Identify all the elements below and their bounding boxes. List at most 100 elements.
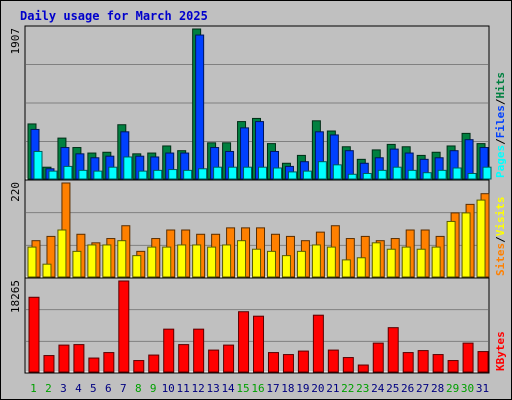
bar-kbytes-day-25 bbox=[387, 327, 399, 373]
x-tick-label-17: 17 bbox=[266, 382, 279, 395]
bar-sites-day-30 bbox=[461, 212, 471, 278]
chart-panels: 1907Pages/Files/Hits220Sites/Visits18265… bbox=[9, 25, 507, 374]
bar-sites-day-13 bbox=[207, 246, 217, 278]
legend-pages-files-hits: Pages/Files/Hits bbox=[494, 72, 507, 178]
bar-pages-day-2 bbox=[48, 170, 58, 180]
bar-sites-day-2 bbox=[42, 263, 52, 278]
bar-sites-day-7 bbox=[117, 240, 127, 278]
x-tick-label-16: 16 bbox=[251, 382, 264, 395]
x-tick-label-30: 30 bbox=[461, 382, 474, 395]
bar-sites-day-22 bbox=[341, 259, 351, 278]
bar-kbytes-day-31 bbox=[477, 351, 489, 373]
bar-pages-day-6 bbox=[108, 166, 118, 180]
x-tick-label-6: 6 bbox=[105, 382, 112, 395]
x-axis-labels: 1 2 3 4 5 6 7 8 9 10 11 12 13 14 15 16 17 18 19 20 21 22 23 24 2… bbox=[30, 382, 489, 395]
y-max-label: 220 bbox=[9, 182, 22, 202]
bar-pages-day-28 bbox=[437, 169, 447, 180]
bar-sites-day-23 bbox=[356, 257, 366, 278]
bar-kbytes-day-23 bbox=[357, 364, 369, 373]
bar-files-day-12 bbox=[195, 34, 205, 180]
bar-kbytes-day-10 bbox=[163, 328, 175, 373]
bar-pages-day-29 bbox=[452, 167, 462, 180]
bar-kbytes-day-29 bbox=[447, 360, 459, 373]
bar-sites-day-10 bbox=[162, 246, 172, 278]
x-tick-label-18: 18 bbox=[281, 382, 294, 395]
bar-kbytes-day-3 bbox=[58, 344, 70, 373]
bar-pages-day-3 bbox=[63, 165, 73, 180]
bar-pages-day-23 bbox=[362, 172, 372, 180]
bar-pages-day-24 bbox=[377, 169, 387, 180]
bar-kbytes-day-28 bbox=[432, 354, 444, 373]
legend-entry: / bbox=[494, 98, 507, 105]
bar-pages-day-18 bbox=[287, 171, 297, 180]
legend-entry: Pages bbox=[494, 145, 507, 178]
bar-sites-day-8 bbox=[132, 255, 142, 278]
bar-sites-day-14 bbox=[222, 244, 232, 278]
bar-pages-day-7 bbox=[123, 156, 133, 180]
y-max-label: 18265 bbox=[9, 280, 22, 313]
bar-kbytes-day-8 bbox=[133, 360, 145, 373]
x-tick-label-5: 5 bbox=[90, 382, 97, 395]
x-tick-label-24: 24 bbox=[371, 382, 385, 395]
bar-kbytes-day-30 bbox=[462, 342, 474, 373]
x-tick-label-3: 3 bbox=[60, 382, 67, 395]
x-tick-label-10: 10 bbox=[162, 382, 175, 395]
x-tick-label-27: 27 bbox=[416, 382, 429, 395]
bar-pages-day-31 bbox=[482, 166, 492, 180]
bar-kbytes-day-19 bbox=[297, 350, 309, 373]
bar-kbytes-day-6 bbox=[103, 352, 115, 373]
bar-pages-day-14 bbox=[228, 166, 238, 180]
bar-pages-day-20 bbox=[317, 161, 327, 180]
x-tick-label-14: 14 bbox=[221, 382, 235, 395]
bar-kbytes-day-5 bbox=[88, 357, 100, 373]
y-max-label: 1907 bbox=[9, 28, 22, 55]
bar-kbytes-day-22 bbox=[342, 357, 354, 373]
bar-sites-day-4 bbox=[72, 250, 82, 278]
legend-entry: / bbox=[494, 236, 507, 243]
legend-entry: KBytes bbox=[494, 331, 507, 371]
x-tick-label-2: 2 bbox=[45, 382, 52, 395]
bar-sites-day-15 bbox=[237, 240, 247, 278]
bar-kbytes-day-20 bbox=[312, 314, 324, 373]
x-tick-label-26: 26 bbox=[401, 382, 414, 395]
bar-kbytes-day-26 bbox=[402, 352, 414, 373]
panel-kbytes: 18265 KBytes bbox=[9, 277, 507, 374]
bar-sites-day-6 bbox=[102, 244, 112, 278]
legend-entry: Files bbox=[494, 105, 507, 138]
bar-pages-day-10 bbox=[168, 169, 178, 180]
x-tick-label-23: 23 bbox=[356, 382, 369, 395]
x-tick-label-15: 15 bbox=[236, 382, 249, 395]
bar-kbytes-day-17 bbox=[267, 352, 279, 373]
x-tick-label-29: 29 bbox=[446, 382, 459, 395]
bar-kbytes-day-2 bbox=[43, 355, 55, 373]
bar-pages-day-1 bbox=[33, 150, 43, 180]
bar-pages-day-30 bbox=[467, 172, 477, 180]
bar-kbytes-day-7 bbox=[118, 280, 130, 373]
bar-pages-day-8 bbox=[138, 170, 148, 180]
chart-title: Daily usage for March 2025 bbox=[20, 9, 208, 23]
bar-kbytes-day-14 bbox=[223, 344, 235, 373]
bar-pages-day-27 bbox=[422, 172, 432, 180]
bar-pages-day-9 bbox=[153, 169, 163, 180]
bar-kbytes-day-24 bbox=[372, 342, 384, 373]
legend-visits-sites: Sites/Visits bbox=[494, 197, 507, 277]
bar-sites-day-26 bbox=[401, 246, 411, 278]
bar-sites-day-29 bbox=[446, 220, 456, 278]
bar-sites-day-17 bbox=[266, 250, 276, 278]
x-tick-label-25: 25 bbox=[386, 382, 399, 395]
bar-kbytes-day-4 bbox=[73, 344, 85, 373]
bar-sites-day-3 bbox=[57, 229, 67, 278]
bar-sites-day-25 bbox=[386, 248, 396, 278]
x-tick-label-4: 4 bbox=[75, 382, 82, 395]
bar-sites-day-31 bbox=[476, 199, 486, 278]
bar-sites-day-16 bbox=[252, 248, 262, 278]
bar-kbytes-day-16 bbox=[253, 315, 265, 373]
bar-kbytes-day-21 bbox=[327, 349, 339, 373]
legend-kbytes: KBytes bbox=[494, 331, 507, 371]
bar-pages-day-16 bbox=[258, 166, 268, 180]
bar-kbytes-day-18 bbox=[282, 354, 294, 373]
x-tick-label-20: 20 bbox=[311, 382, 324, 395]
x-tick-label-1: 1 bbox=[30, 382, 37, 395]
